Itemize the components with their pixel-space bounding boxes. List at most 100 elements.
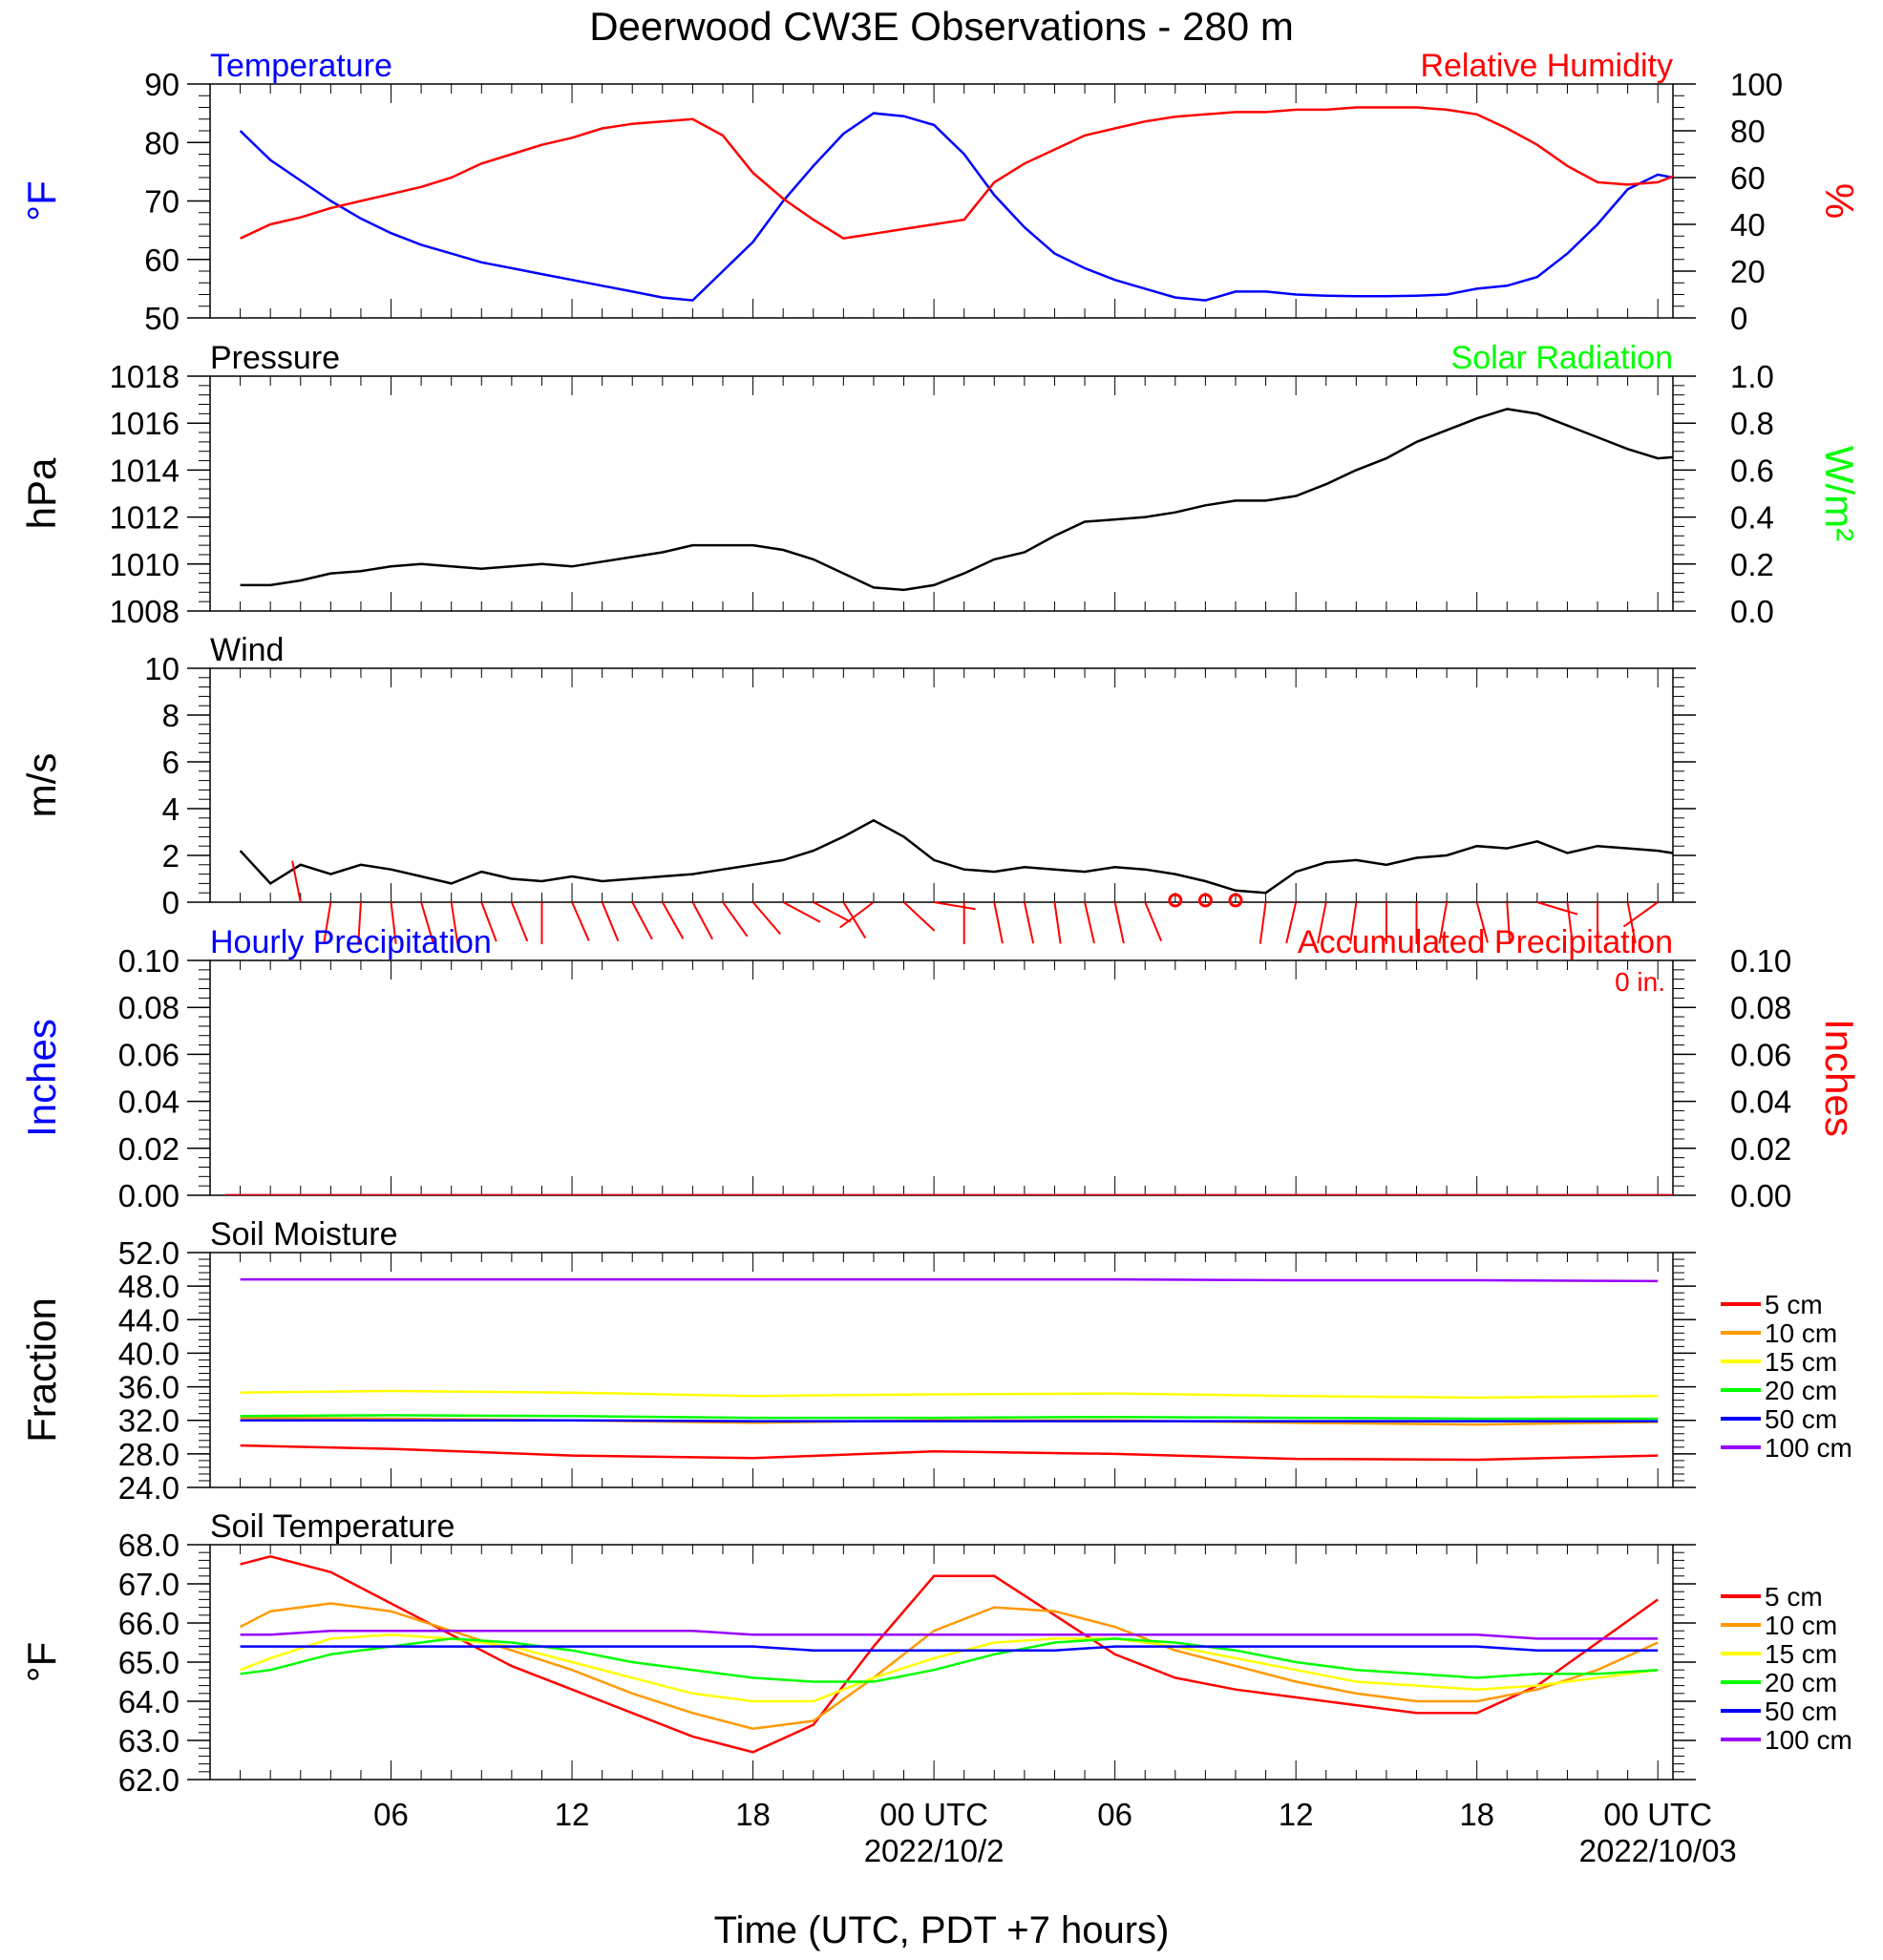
wind-barb xyxy=(1536,901,1578,916)
x-tick-label: 12 xyxy=(1279,1797,1314,1832)
legend-label: 50 cm xyxy=(1765,1697,1837,1726)
panel-frame xyxy=(209,1544,1674,1781)
legend-label: 10 cm xyxy=(1765,1611,1837,1640)
y-tick-label: 66.0 xyxy=(118,1606,180,1641)
legend-label: 50 cm xyxy=(1765,1404,1837,1434)
y-tick-label: 67.0 xyxy=(118,1567,180,1602)
y-right-tick-label: 0.06 xyxy=(1730,1037,1791,1072)
series-line-0 xyxy=(240,408,1673,592)
panel-4: 24.028.032.036.040.044.048.052.0 Soil Moi… xyxy=(19,1216,1852,1506)
y-axis-label-left: Fraction xyxy=(19,1297,64,1443)
y-tick-label: 80 xyxy=(144,125,180,160)
panel-2: 0 2 4 6 8 10 Wind m/s xyxy=(19,632,1696,944)
y-tick-label: 40.0 xyxy=(118,1336,180,1371)
y-right-tick-label: 0.08 xyxy=(1730,990,1791,1025)
panel-frame xyxy=(209,1252,1674,1488)
y-axis-label-right: Inches xyxy=(1817,1019,1862,1137)
panel-1: 1008 1010 1012 1014 1016 1018 0.0 0.2 0.4 0.6 0.8 1… xyxy=(19,340,1862,629)
panel-title-left: Soil Moisture xyxy=(210,1216,398,1253)
wind-barb xyxy=(1144,901,1163,941)
wind-calm-circle xyxy=(1197,893,1213,908)
y-right-tick-label: 100 xyxy=(1730,67,1783,102)
panel-title-left: Hourly Precipitation xyxy=(210,924,492,960)
x-tick-label: 06 xyxy=(1097,1797,1132,1832)
panel-annotation: 0 in. xyxy=(1615,967,1665,997)
y-axis-label-left: Inches xyxy=(19,1019,64,1137)
y-right-tick-label: 0.2 xyxy=(1730,547,1774,582)
series-line-2 xyxy=(240,1633,1659,1703)
wind-barb xyxy=(1506,901,1512,944)
y-axis-label-left: °F xyxy=(19,180,64,221)
y-right-tick-label: 0.04 xyxy=(1730,1085,1791,1120)
y-tick-label: 50 xyxy=(144,301,180,336)
x-date-label: 2022/10/03 xyxy=(1579,1833,1737,1868)
wind-barb xyxy=(390,901,397,944)
y-right-tick-label: 0.6 xyxy=(1730,453,1774,488)
y-right-tick-label: 0.4 xyxy=(1730,500,1774,536)
wind-barb xyxy=(291,860,302,903)
x-tick-label: 12 xyxy=(555,1797,590,1832)
x-tick-label: 06 xyxy=(373,1797,409,1832)
wind-barb xyxy=(691,901,713,940)
panel-title-left: Temperature xyxy=(210,48,392,84)
legend-label: 15 cm xyxy=(1765,1347,1837,1377)
wind-barb xyxy=(1053,901,1062,944)
wind-barb xyxy=(1023,901,1035,944)
x-tick-label: 18 xyxy=(1459,1797,1494,1832)
series-line-2 xyxy=(240,1389,1659,1400)
y-right-tick-label: 0.0 xyxy=(1730,594,1774,629)
legend-label: 5 cm xyxy=(1765,1290,1823,1319)
panel-title-left: Pressure xyxy=(210,340,340,376)
panel-frame xyxy=(209,959,1674,1196)
y-tick-label: 60 xyxy=(144,242,180,278)
y-tick-label: 24.0 xyxy=(118,1470,180,1506)
y-tick-label: 1012 xyxy=(110,500,180,536)
wind-barb xyxy=(661,901,685,939)
panel-frame xyxy=(209,375,1674,612)
panel-frame xyxy=(209,83,1674,319)
wind-barb xyxy=(782,901,821,923)
y-tick-label: 0.06 xyxy=(118,1037,180,1072)
series-line-0 xyxy=(239,818,1673,895)
wind-barb xyxy=(571,901,590,941)
y-tick-label: 64.0 xyxy=(118,1684,180,1719)
y-tick-label: 28.0 xyxy=(118,1437,180,1472)
y-axis-label-right: W/m² xyxy=(1817,446,1862,541)
y-tick-label: 62.0 xyxy=(118,1762,180,1798)
wind-barb xyxy=(1349,901,1358,944)
series-line-0 xyxy=(240,1555,1659,1754)
wind-barb xyxy=(993,901,1004,944)
y-right-tick-label: 60 xyxy=(1730,160,1766,196)
y-tick-label: 1016 xyxy=(110,406,180,441)
wind-barb xyxy=(323,901,332,944)
wind-barb xyxy=(722,901,749,938)
y-tick-label: 4 xyxy=(162,791,180,827)
y-right-tick-label: 0.10 xyxy=(1730,943,1791,979)
y-axis-label-left: °F xyxy=(19,1642,64,1682)
y-tick-label: 70 xyxy=(144,184,180,220)
y-tick-label: 0.08 xyxy=(118,990,180,1025)
y-tick-label: 32.0 xyxy=(118,1403,180,1439)
wind-barb xyxy=(813,901,852,923)
wind-barb xyxy=(933,901,976,911)
y-tick-label: 2 xyxy=(162,838,180,874)
wind-barb xyxy=(1626,901,1637,944)
y-axis-label-left: m/s xyxy=(19,753,64,818)
wind-barb xyxy=(1084,901,1095,944)
x-tick-label: 00 UTC xyxy=(879,1797,988,1832)
x-tick-label: 00 UTC xyxy=(1603,1797,1712,1832)
y-axis-label-left: hPa xyxy=(19,457,64,529)
legend-label: 10 cm xyxy=(1765,1318,1837,1348)
y-right-tick-label: 0.8 xyxy=(1730,406,1774,441)
y-tick-label: 48.0 xyxy=(118,1269,180,1304)
y-right-tick-label: 80 xyxy=(1730,114,1766,149)
panel-title-left: Soil Temperature xyxy=(210,1508,455,1545)
wind-calm-circle xyxy=(1228,893,1243,908)
legend-label: 20 cm xyxy=(1765,1376,1837,1405)
y-tick-label: 63.0 xyxy=(118,1723,180,1759)
y-tick-label: 1014 xyxy=(110,453,180,488)
wind-barb xyxy=(420,901,434,943)
series-line-0 xyxy=(239,112,1673,302)
x-tick-label: 18 xyxy=(735,1797,771,1832)
